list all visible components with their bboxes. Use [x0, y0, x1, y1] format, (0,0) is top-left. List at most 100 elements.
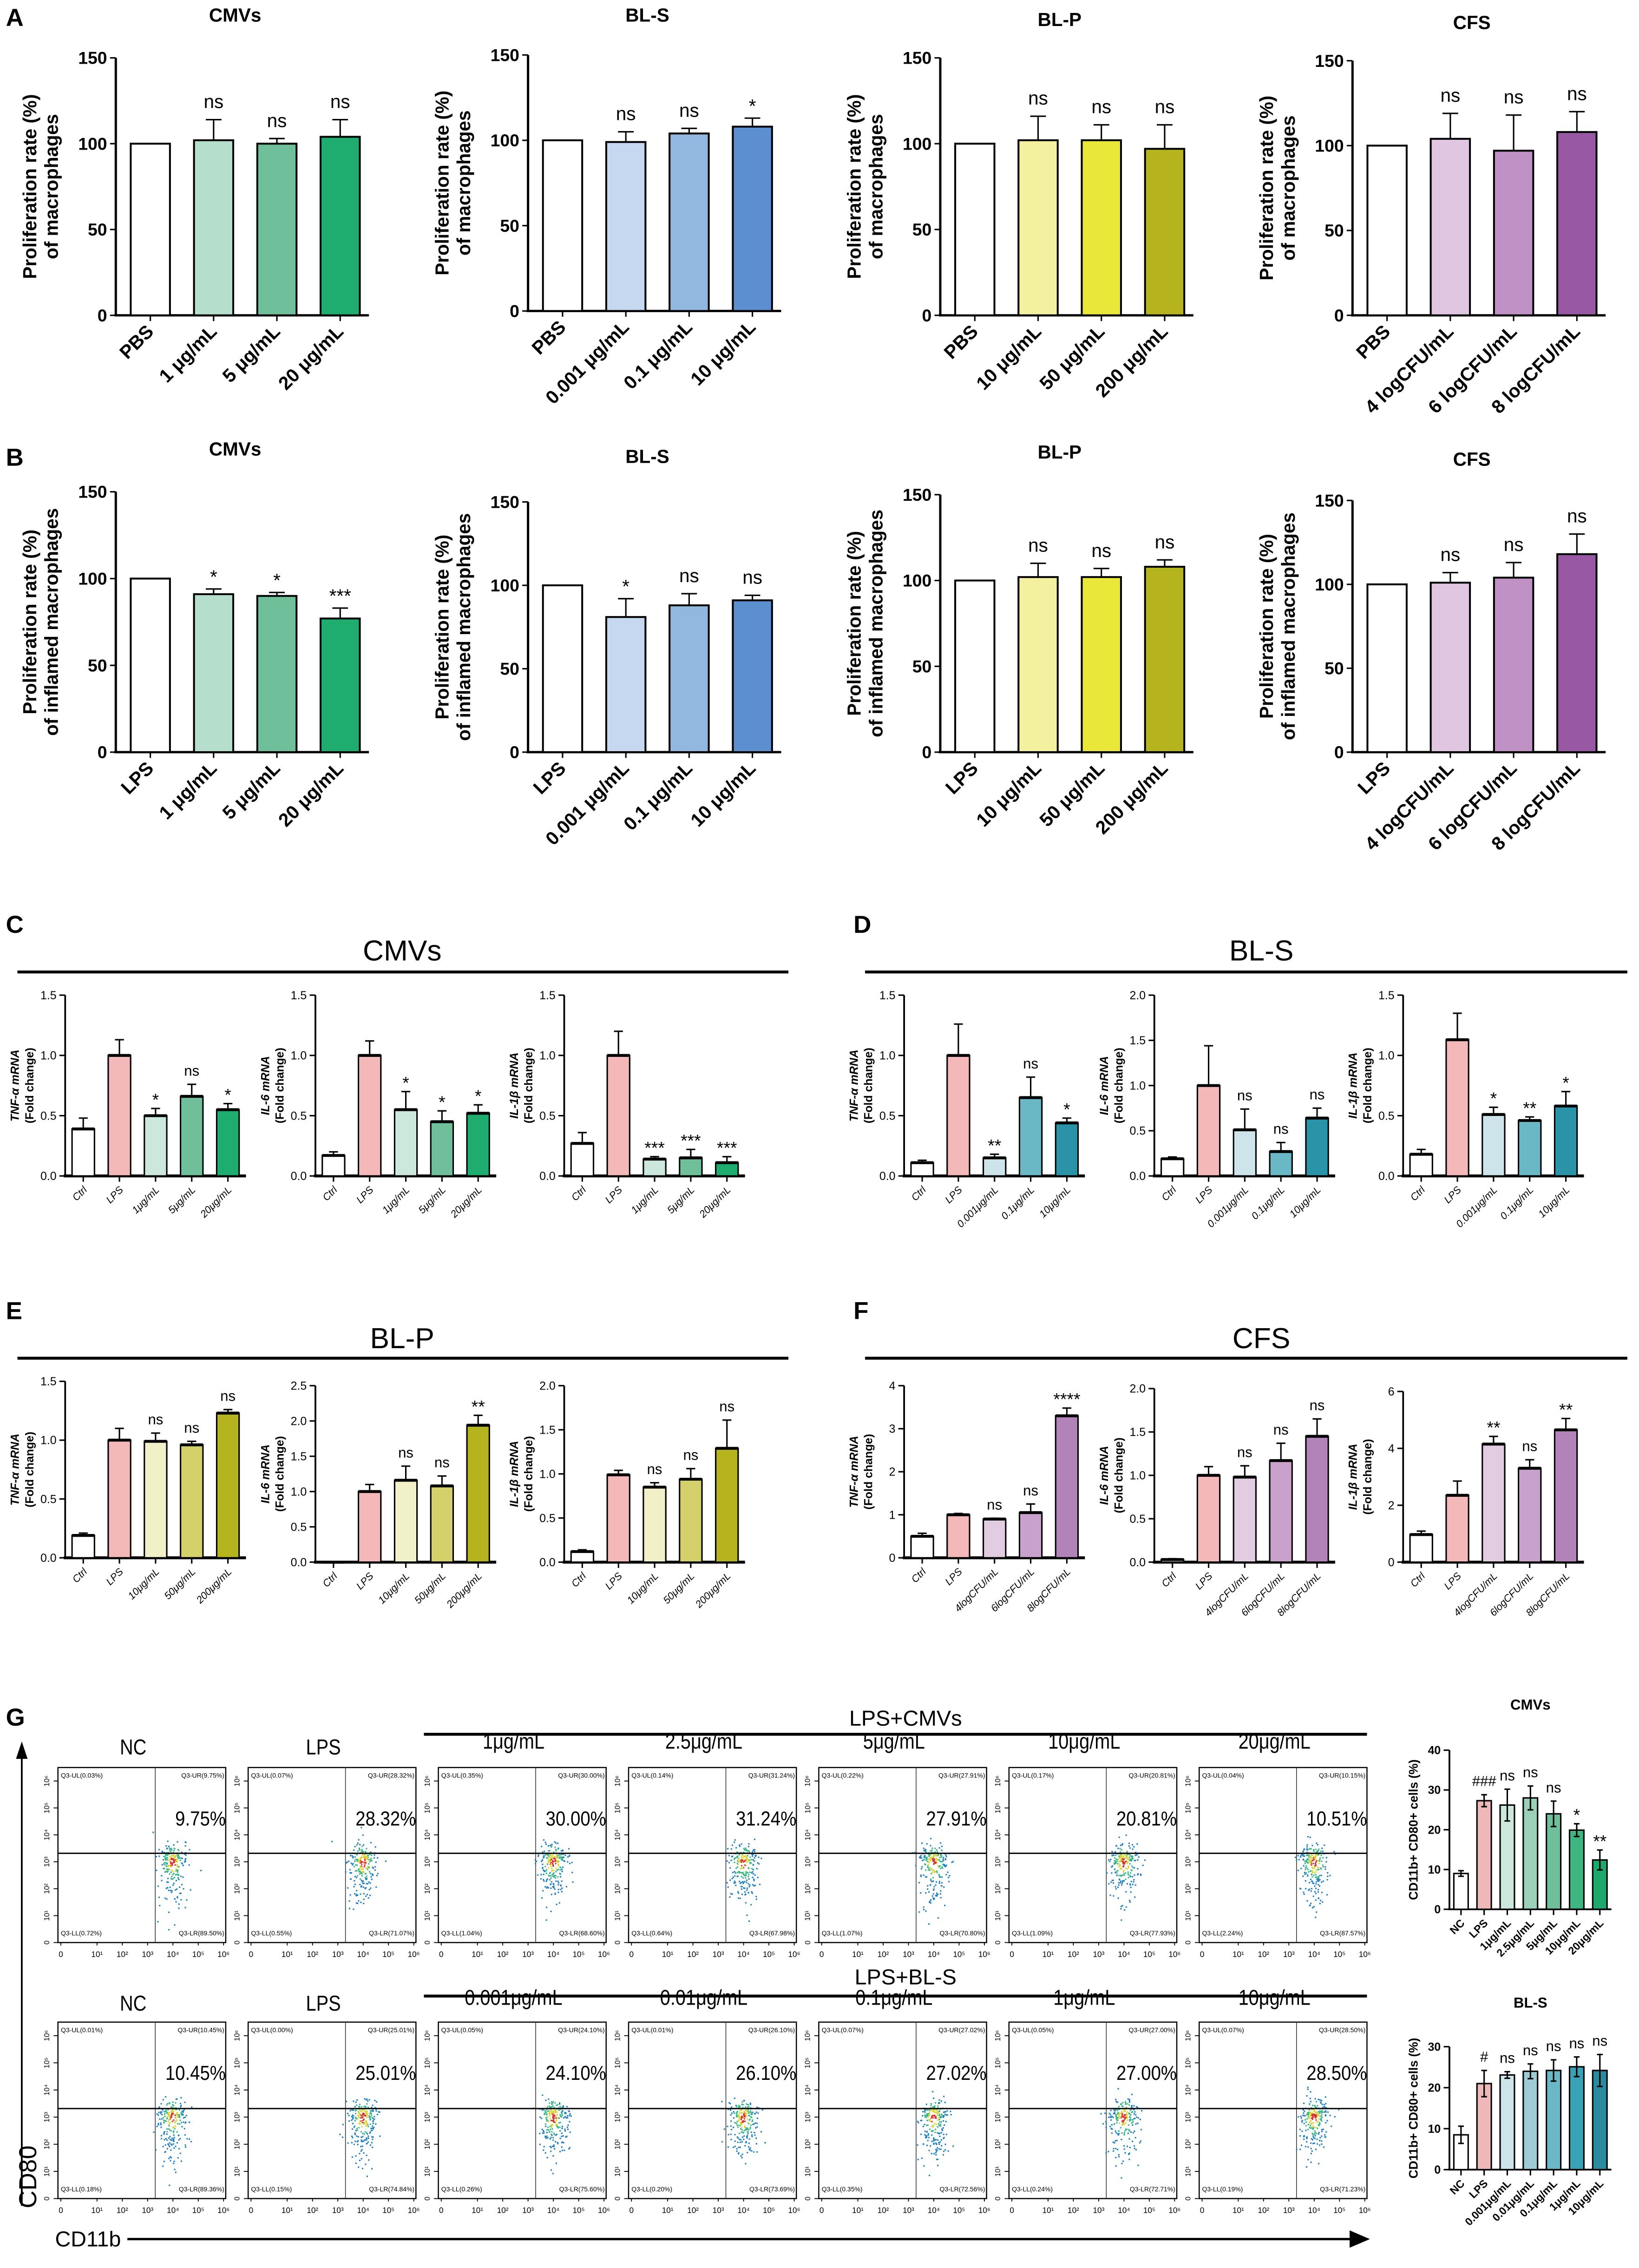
event-dot [363, 1882, 365, 1884]
event-dot [736, 2150, 738, 2152]
event-dot [1114, 1868, 1115, 1870]
event-dot [565, 1886, 567, 1888]
event-dot [942, 1861, 944, 1862]
event-dot [1131, 1844, 1134, 1846]
event-dot [355, 1876, 357, 1878]
event-dot [1308, 1848, 1311, 1850]
event-dot [943, 2150, 945, 2152]
event-dot [550, 1857, 552, 1859]
event-dot [548, 1858, 550, 1860]
event-dot [361, 1868, 362, 1870]
flow-y-tick-label: 10³ [994, 1856, 1002, 1867]
event-dot [752, 1884, 754, 1886]
event-dot [365, 2125, 367, 2127]
event-dot [1125, 1891, 1127, 1893]
y-axis-label: (Fold change) [23, 1048, 36, 1123]
event-dot [168, 2123, 170, 2125]
event-dot [180, 1875, 182, 1877]
event-dot [1123, 2134, 1125, 2136]
event-dot [926, 1857, 928, 1860]
y-axis-label: CD11b+ CD80+ cells (%) [1406, 1759, 1420, 1900]
event-dot [362, 2122, 364, 2124]
category-label: NC [1447, 2177, 1467, 2196]
event-dot [169, 2122, 171, 2124]
event-dot [543, 1879, 544, 1881]
bar [1522, 1797, 1539, 1910]
event-dot [929, 1855, 931, 1856]
event-dot [730, 2138, 732, 2140]
event-dot [178, 2114, 180, 2116]
event-dot [1118, 1882, 1120, 1884]
event-dot [553, 1883, 555, 1885]
event-dot [164, 2111, 165, 2112]
event-dot [1125, 2103, 1127, 2105]
event-dot [1109, 1894, 1111, 1896]
event-dot [1122, 2123, 1124, 2124]
event-dot [544, 2136, 546, 2137]
y-tick-label: 30 [1428, 1784, 1441, 1797]
event-dot [932, 1858, 934, 1860]
event-dot [1304, 1860, 1306, 1862]
event-dot [374, 2107, 376, 2109]
flow-plot-title: 0.01μg/mL [660, 1986, 747, 2010]
event-dot [932, 1897, 934, 1899]
event-dot [742, 1867, 744, 1869]
quadrant-ll-label: Q3-LL(0.15%) [251, 2185, 292, 2193]
event-dot [173, 2161, 175, 2163]
event-dot [1123, 1859, 1125, 1861]
event-dot [546, 1886, 548, 1888]
category-label: 10μg/mL [1536, 1184, 1572, 1219]
bar [1305, 1117, 1329, 1177]
event-dot [1111, 2128, 1113, 2130]
event-dot [1133, 2109, 1135, 2111]
event-dot [926, 1856, 928, 1858]
event-dot [755, 1895, 757, 1897]
event-dot [1127, 1862, 1128, 1863]
event-dot [163, 2122, 165, 2124]
event-dot [166, 1854, 168, 1856]
category-label: LPS [354, 1570, 376, 1592]
flow-y-tick-label: 0 [994, 1940, 1002, 1945]
section-header: BL-P [370, 1323, 434, 1355]
event-dot [1115, 1872, 1116, 1874]
significance-label: * [1573, 1805, 1580, 1825]
event-dot [1309, 2112, 1311, 2114]
event-dot [935, 2102, 937, 2104]
bar [1409, 1154, 1433, 1177]
event-dot [731, 1855, 733, 1858]
bar [715, 1162, 739, 1177]
event-dot [730, 2125, 732, 2127]
event-dot [935, 2139, 937, 2141]
event-dot [744, 1849, 746, 1851]
quadrant-ll-label: Q3-LL(1.04%) [441, 1929, 482, 1937]
event-dot [541, 1897, 543, 1899]
event-dot [365, 1850, 367, 1852]
event-dot [1134, 2137, 1136, 2139]
event-dot [1310, 2115, 1311, 2117]
flow-y-tick-label: 10¹ [1185, 2166, 1193, 2176]
event-dot [178, 2135, 180, 2137]
event-dot [1320, 2116, 1322, 2117]
event-dot [170, 1862, 172, 1864]
event-dot [569, 2115, 570, 2117]
event-dot [733, 1859, 735, 1861]
event-dot [741, 2101, 743, 2103]
event-dot [745, 2127, 747, 2129]
significance-label: ns [1028, 535, 1048, 556]
section-header: BL-S [1229, 935, 1293, 967]
event-dot [942, 2116, 944, 2118]
ur-percent: 27.00% [1116, 2062, 1177, 2084]
flow-x-tick-label: 0 [629, 1950, 634, 1959]
event-dot [1321, 2135, 1323, 2137]
event-dot [1130, 1859, 1132, 1861]
event-dot [937, 1855, 939, 1856]
event-dot [926, 2115, 928, 2117]
event-dot [1126, 2128, 1128, 2130]
event-dot [178, 2148, 180, 2150]
y-axis-label: (Fold change) [273, 1048, 286, 1123]
y-axis-label: IL-1β mRNA [1347, 1052, 1360, 1119]
event-dot [189, 2138, 190, 2140]
event-dot [349, 1869, 351, 1871]
